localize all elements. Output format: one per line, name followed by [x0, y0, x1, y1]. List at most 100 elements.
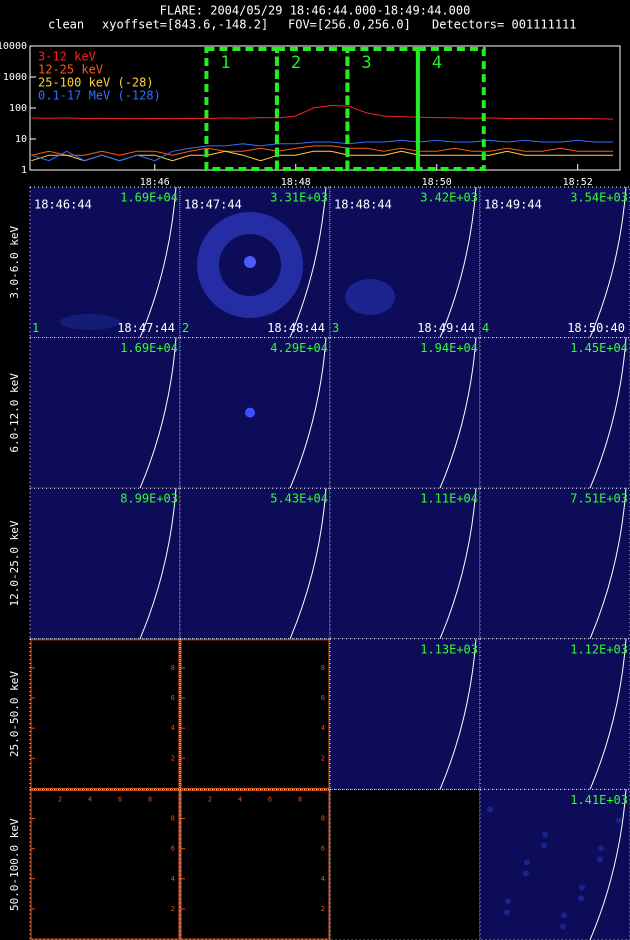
empty-axes: [30, 639, 180, 789]
axis-tick-label: 8: [298, 795, 302, 803]
solar-limb: [439, 186, 477, 338]
max-value: 4.29E+04: [270, 341, 328, 355]
axis-tick-label: 4: [321, 724, 325, 732]
image-panel: [180, 488, 330, 639]
start-time: 18:49:44: [484, 198, 542, 212]
noise: [578, 895, 584, 902]
image-panel: [330, 337, 480, 489]
solar-limb: [439, 638, 477, 790]
max-value: 3.31E+03: [270, 191, 328, 205]
noise: [504, 909, 510, 916]
axis-tick-label: 8: [148, 795, 152, 803]
axis-tick-label: 4: [321, 875, 325, 883]
noise: [523, 870, 529, 877]
panel-index: 3: [332, 321, 339, 335]
start-time: 18:46:44: [34, 198, 92, 212]
panel-index: 1: [32, 321, 39, 335]
interval-label: 3: [361, 53, 371, 73]
noise: [524, 859, 530, 866]
series-line: [31, 139, 613, 162]
empty-axes: [30, 789, 180, 940]
interval-box: [345, 47, 420, 171]
energy-label: 25.0-50.0 keV: [8, 671, 21, 757]
axis-tick-label: 2: [208, 795, 212, 803]
series-line: [31, 145, 613, 156]
solar-limb: [439, 488, 477, 639]
image-panel: [480, 789, 630, 940]
image-panel: [180, 337, 330, 489]
x-tick-label: 18:52: [563, 177, 593, 188]
x-tick-label: 18:50: [422, 177, 452, 188]
max-value: 1.41E+03: [570, 793, 628, 807]
noise: [561, 912, 567, 919]
image-panel: [330, 638, 480, 790]
max-value: 1.69E+04: [120, 341, 178, 355]
axis-tick-label: 8: [171, 664, 175, 672]
solar-limb: [289, 186, 327, 338]
axis-tick-label: 4: [171, 875, 175, 883]
source: [245, 407, 255, 418]
axis-tick-label: 2: [171, 905, 175, 913]
start-time: 18:48:44: [334, 198, 392, 212]
end-time: 18:49:44: [417, 321, 475, 335]
solar-limb: [589, 789, 627, 940]
legend-entry: 3-12 keV: [38, 50, 96, 64]
solar-limb: [139, 488, 177, 639]
axis-tick-label: 2: [321, 754, 325, 762]
noise: [579, 884, 585, 891]
interval-box: [415, 47, 486, 171]
max-value: 1.94E+04: [420, 341, 478, 355]
energy-label: 3.0-6.0 keV: [8, 226, 21, 299]
max-value: 1.11E+04: [420, 492, 478, 506]
solar-limb: [289, 337, 327, 489]
axis-tick-label: 6: [171, 845, 175, 853]
panel-index: 2: [182, 321, 189, 335]
solar-limb: [589, 337, 627, 489]
interval-box: [274, 47, 350, 171]
legend-entry: 0.1-17 MeV (-128): [38, 89, 161, 103]
xyoffset: xyoffset=[843.6,-148.2]: [102, 18, 268, 32]
energy-label: 6.0-12.0 keV: [8, 373, 21, 453]
axis-tick-label: 6: [118, 795, 122, 803]
legend-entry: 25-100 keV (-28): [38, 76, 154, 90]
empty-axes: [180, 639, 330, 789]
image-panel: [30, 488, 180, 639]
axis-tick-label: 4: [171, 724, 175, 732]
solar-limb: [289, 488, 327, 639]
max-value: 1.69E+04: [120, 191, 178, 205]
noise: [560, 923, 566, 930]
y-tick-label: 1000: [3, 72, 27, 83]
source-blob: [60, 314, 120, 330]
source: [244, 256, 256, 268]
method: clean: [48, 18, 84, 32]
noise: [616, 817, 622, 824]
end-time: 18:48:44: [267, 321, 325, 335]
image-panel: [480, 187, 630, 338]
solar-limb: [589, 488, 627, 639]
interval-box: [204, 47, 279, 171]
max-value: 7.51E+03: [570, 492, 628, 506]
noise: [542, 831, 548, 838]
source-ring: [197, 212, 303, 318]
noise: [487, 806, 493, 813]
solar-limb: [589, 186, 627, 338]
image-panel: [330, 187, 480, 338]
energy-label: 12.0-25.0 keV: [8, 520, 21, 606]
end-time: 18:50:40: [567, 321, 625, 335]
solar-limb: [439, 337, 477, 489]
solar-limb: [139, 186, 177, 338]
noise: [541, 842, 547, 849]
solar-limb: [589, 638, 627, 790]
x-tick-label: 18:46: [140, 177, 170, 188]
noise: [505, 898, 511, 905]
image-panel: [480, 638, 630, 790]
axis-tick-label: 6: [268, 795, 272, 803]
image-panel: [30, 187, 180, 338]
source-blob: [345, 279, 395, 315]
axis-tick-label: 4: [88, 795, 92, 803]
max-value: 1.45E+04: [570, 341, 628, 355]
max-value: 1.13E+03: [420, 642, 478, 656]
y-tick-label: 10: [15, 134, 27, 145]
axis-tick-label: 6: [171, 694, 175, 702]
